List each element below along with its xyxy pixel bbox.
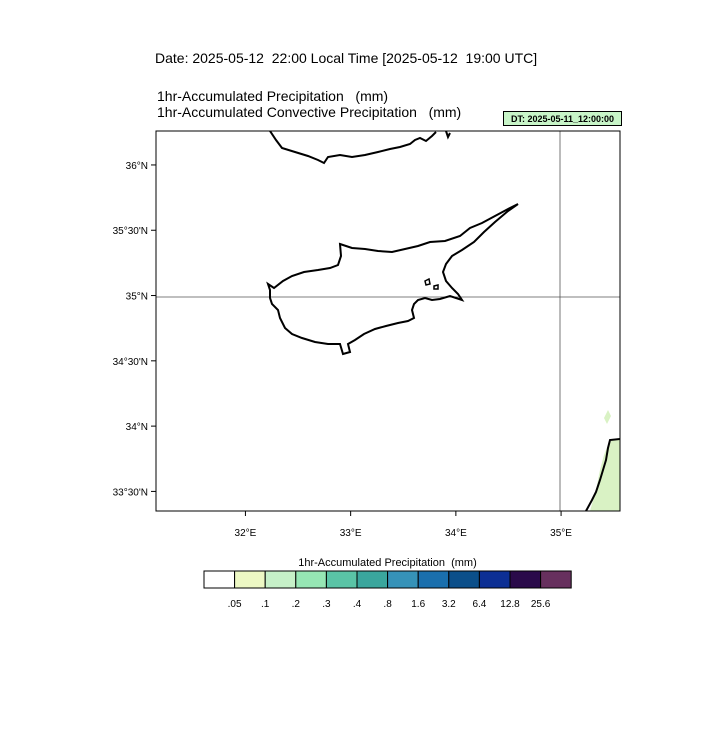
colorbar-label: .05 [228, 599, 242, 610]
lat-label: 34°30'N [113, 357, 148, 368]
colorbar-swatch [356, 570, 389, 589]
precip-area [590, 438, 620, 511]
lon-label: 34°E [445, 528, 467, 539]
dt-badge: DT: 2025-05-11_12:00:00 [503, 111, 622, 126]
title-precipitation: 1hr-Accumulated Precipitation (mm) [157, 88, 389, 104]
date-line: Date: 2025-05-12 22:00 Local Time [2025-… [155, 50, 538, 66]
colorbar-swatch [325, 570, 358, 589]
lon-label: 35°E [550, 528, 572, 539]
colorbar-label: .3 [322, 599, 331, 610]
colorbar-swatch [387, 570, 419, 589]
precip-area [604, 410, 611, 424]
island [424, 277, 431, 286]
lat-axis: 36°N 35°30'N 35°N 34°30'N 34°N 33°30'N [113, 161, 156, 498]
colorbar-swatch [509, 570, 542, 589]
colorbar-label: .8 [383, 599, 392, 610]
title-convective-precipitation: 1hr-Accumulated Convective Precipitation… [157, 104, 462, 120]
island [433, 284, 439, 290]
lat-label: 36°N [126, 161, 148, 172]
colorbar-swatch [417, 570, 450, 589]
colorbar-label: .2 [292, 599, 301, 610]
colorbar-label: .4 [353, 599, 362, 610]
turkey-coastline [269, 131, 437, 165]
lon-axis: 32°E 33°E 34°E 35°E [235, 511, 572, 539]
colorbar-swatch [540, 570, 572, 589]
colorbar-swatch [234, 570, 266, 589]
levant-coastline [585, 438, 620, 511]
colorbar-label: 12.8 [500, 599, 520, 610]
lat-label: 33°30'N [113, 487, 148, 498]
colorbar-swatch [264, 570, 297, 589]
lat-label: 35°30'N [113, 226, 148, 237]
colorbar-label: 25.6 [531, 599, 551, 610]
colorbar-swatch [203, 570, 236, 589]
colorbar-label: 3.2 [442, 599, 456, 610]
colorbar-label: 1.6 [411, 599, 425, 610]
colorbar-title: 1hr-Accumulated Precipitation (mm) [298, 557, 477, 569]
colorbar-swatch [448, 570, 480, 589]
lon-label: 32°E [235, 528, 257, 539]
colorbar-label: .1 [261, 599, 270, 610]
colorbar-swatch [295, 570, 327, 589]
colorbar-label: 6.4 [472, 599, 486, 610]
cyprus-coastline [266, 203, 519, 356]
lat-label: 34°N [126, 422, 148, 433]
turkey-coastline [445, 131, 451, 140]
lat-label: 35°N [126, 292, 148, 303]
map-frame [155, 130, 621, 512]
colorbar-swatch [478, 570, 511, 589]
lon-label: 33°E [340, 528, 362, 539]
